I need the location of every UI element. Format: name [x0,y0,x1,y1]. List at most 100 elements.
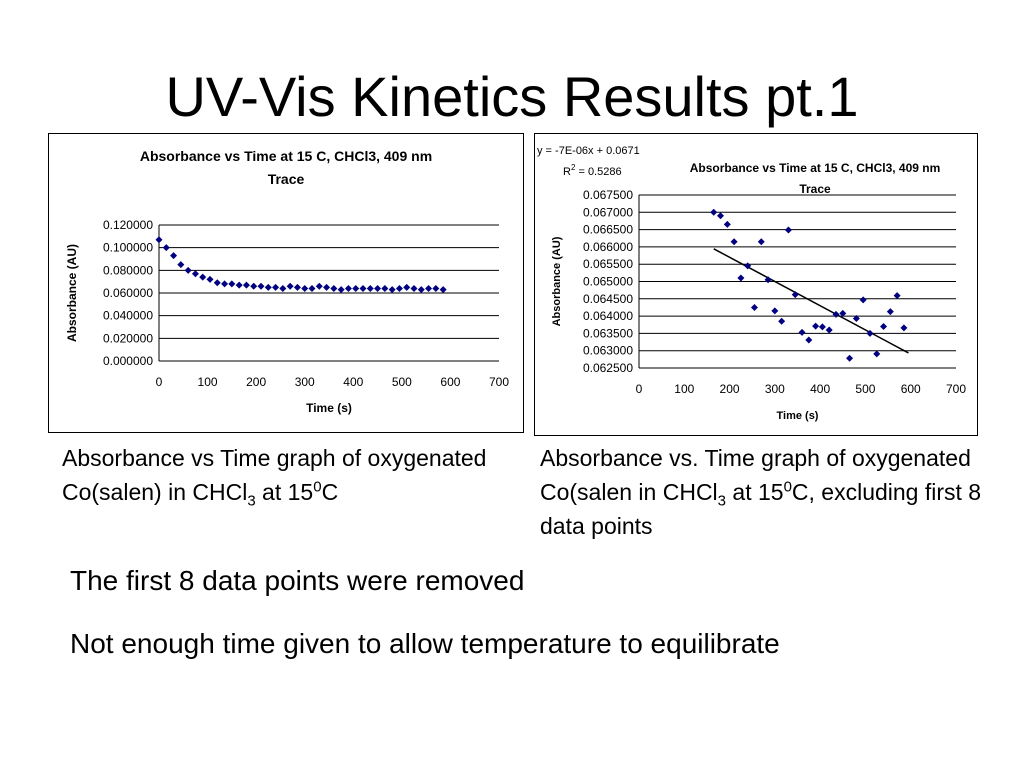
data-point [337,286,345,294]
r-squared-value: = 0.5286 [575,166,621,178]
caption-subscript: 3 [717,492,727,510]
data-point [764,276,772,284]
x-tick-label: 500 [855,382,875,396]
data-point [425,284,433,292]
x-axis-label: Time (s) [777,410,819,422]
data-point [162,244,170,252]
data-point [352,284,360,292]
data-point [177,261,185,269]
data-point [315,282,323,290]
data-point [257,282,265,290]
caption-subscript: 3 [247,492,256,510]
chart-panel-full: Absorbance vs Time at 15 C, CHCl3, 409 n… [48,133,524,433]
data-point [730,238,738,246]
data-point [206,275,214,283]
y-axis-label: Absorbance (AU) [65,244,79,342]
data-point [818,323,826,331]
data-point [417,286,425,294]
caption-text: C [321,479,339,505]
data-point [839,309,847,317]
y-tick-label: 0.040000 [103,309,153,323]
chart-title-line: Trace [268,171,305,187]
data-point [170,252,178,260]
x-tick-label: 300 [295,375,315,389]
y-tick-label: 0.063500 [583,326,633,340]
chart-title-line: Trace [799,182,831,196]
data-point [825,326,833,334]
data-point [235,281,243,289]
data-point [778,317,786,325]
x-tick-label: 200 [246,375,266,389]
chart-title-line: Absorbance vs Time at 15 C, CHCl3, 409 n… [140,148,432,164]
data-point [301,284,309,292]
y-tick-label: 0.062500 [583,361,633,375]
x-axis-label: Time (s) [306,401,352,415]
data-point [155,236,163,244]
x-tick-label: 600 [440,375,460,389]
data-point [757,238,765,246]
data-point [272,283,280,291]
slide-title: UV-Vis Kinetics Results pt.1 [165,65,859,128]
data-point [784,226,792,234]
data-point [710,208,718,216]
data-point [900,324,908,332]
data-point [852,315,860,323]
data-point [805,336,813,344]
data-point [410,284,418,292]
y-tick-label: 0.064500 [583,292,633,306]
data-point [228,280,236,288]
caption-superscript: 0 [313,478,322,496]
data-point [366,284,374,292]
absorbance-chart-full: Absorbance vs Time at 15 C, CHCl3, 409 n… [65,148,509,415]
data-point [184,266,192,274]
y-tick-label: 0.064000 [583,309,633,323]
data-point [717,212,725,220]
absorbance-chart-trimmed: Absorbance vs Time at 15 C, CHCl3, 409 n… [537,145,966,422]
r-squared-superscript: 2 [571,163,576,172]
y-tick-label: 0.060000 [103,286,153,300]
y-tick-label: 0.120000 [103,218,153,232]
caption-full-data: Absorbance vs Time graph of oxygenated C… [62,441,512,509]
data-point [221,280,229,288]
y-tick-label: 0.067000 [583,205,633,219]
x-tick-label: 100 [674,382,694,396]
data-point [439,286,447,294]
data-point [737,274,745,282]
x-tick-label: 0 [636,382,643,396]
caption-text: Absorbance vs Time graph of oxygenated C… [62,445,487,505]
data-point [886,308,894,316]
y-tick-label: 0.063000 [583,344,633,358]
data-point [279,284,287,292]
y-tick-label: 0.100000 [103,241,153,255]
chart-title-line: Absorbance vs Time at 15 C, CHCl3, 409 n… [690,161,941,175]
data-point [873,350,881,358]
data-point [798,328,806,336]
data-point [323,283,331,291]
y-tick-label: 0.000000 [103,354,153,368]
y-tick-label: 0.066000 [583,240,633,254]
x-tick-label: 0 [156,375,163,389]
data-point [359,284,367,292]
x-tick-label: 400 [343,375,363,389]
data-point [286,282,294,290]
caption-text: at 15 [726,479,784,505]
caption-text: C, excluding first 8 data points [540,479,982,539]
data-point [388,286,396,294]
y-tick-label: 0.065500 [583,257,633,271]
caption-trimmed-data: Absorbance vs. Time graph of oxygenated … [540,441,1010,543]
data-point [791,291,799,299]
data-point [374,284,382,292]
y-tick-label: 0.020000 [103,331,153,345]
y-tick-label: 0.067500 [583,188,633,202]
data-point [308,284,316,292]
data-point [242,281,250,289]
data-point [344,284,352,292]
data-point [812,322,820,330]
x-tick-label: 400 [810,382,830,396]
data-point [750,303,758,311]
trendline-equation: y = -7E-06x + 0.0671 [537,145,640,157]
data-point [191,270,199,278]
caption-superscript: 0 [783,478,792,496]
x-tick-label: 700 [946,382,966,396]
r-squared-symbol: R [563,166,571,178]
